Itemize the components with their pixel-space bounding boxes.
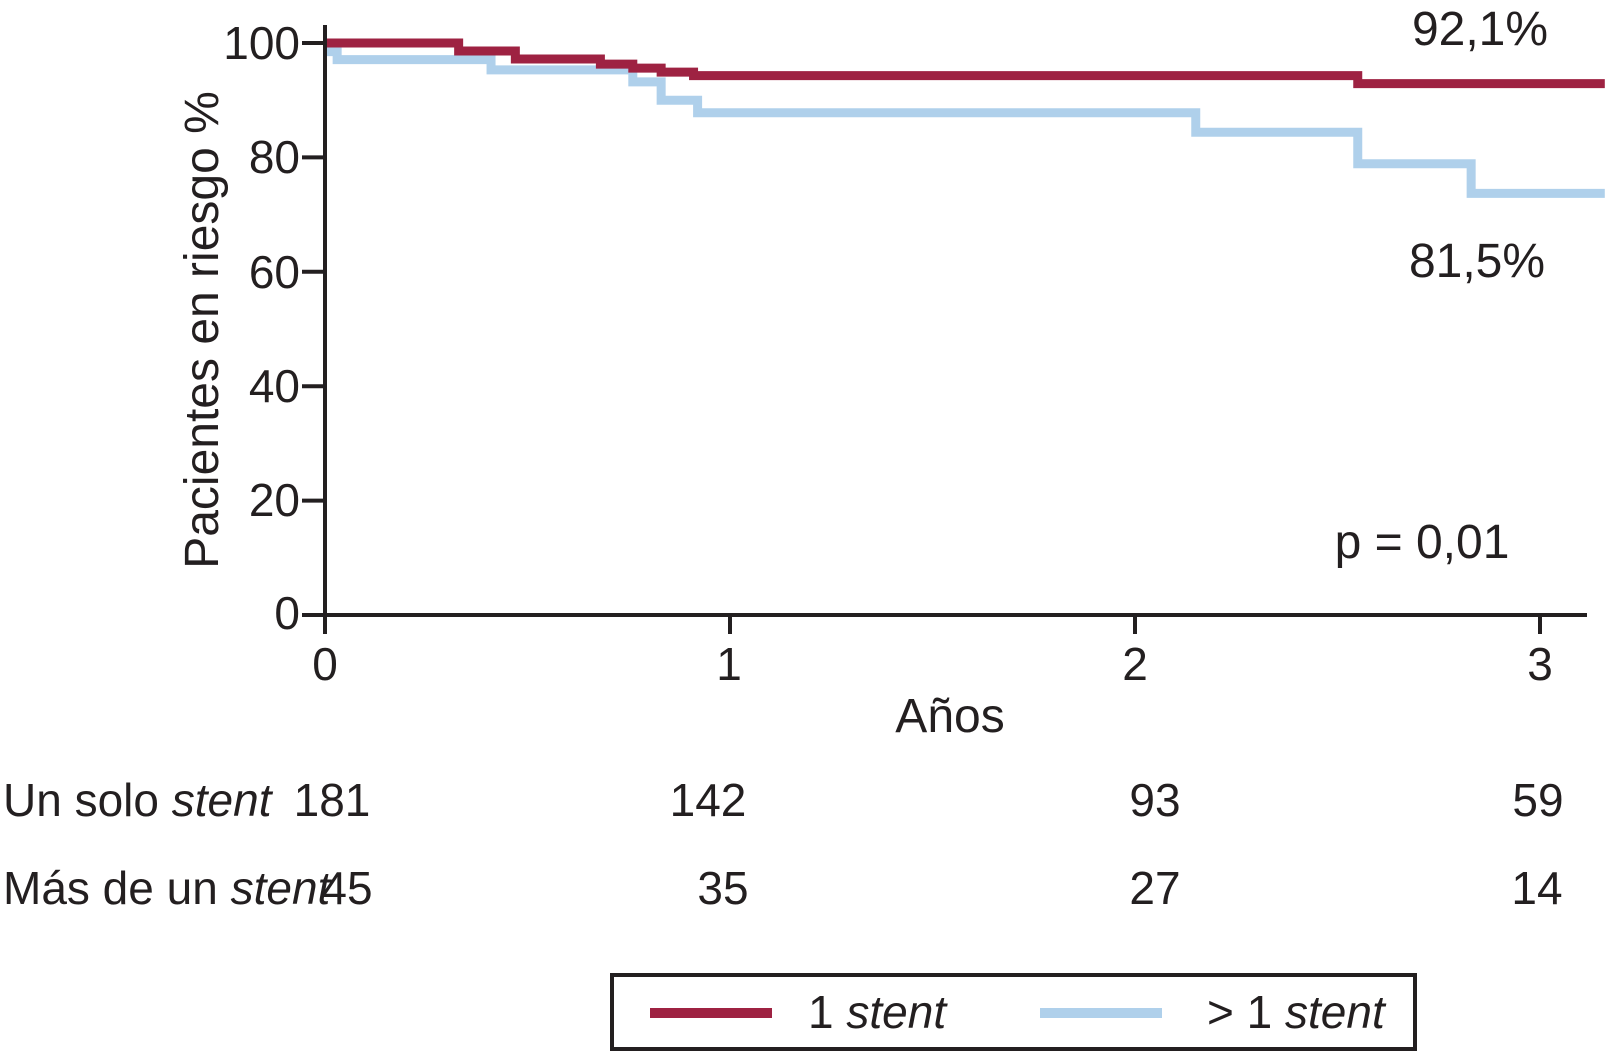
legend-1-stent-italic: stent [846,986,947,1038]
p-value-annotation: p = 0,01 [1334,516,1510,569]
legend-blue-line-swatch [1040,1008,1162,1018]
risk-row-1-label-italic: stent [171,774,272,826]
risk-row-2-count-3: 14 [1511,862,1563,914]
xtick-label-0: 0 [312,638,338,690]
xtick-label-1: 1 [716,638,742,690]
risk-row-1-label-text: Un solo [3,774,172,826]
x-axis-title: Años [895,690,1005,743]
legend-label-gt1-stent: > 1 stent [1207,987,1385,1037]
risk-row-2-label-italic: stent [230,862,331,914]
blue-curve-value-annotation: 81,5% [1408,235,1546,288]
ytick-label-60: 60 [248,246,300,298]
legend-gt1-stent-italic: stent [1285,986,1385,1038]
risk-row-2-label: Más de un stent [3,863,330,913]
risk-row-1-count-3: 59 [1512,774,1564,826]
risk-row-1-count-0: 181 [293,774,371,826]
risk-row-1-count-2: 93 [1129,774,1181,826]
risk-row-2-label-text: Más de un [3,862,231,914]
curve-1-stent [327,38,1605,89]
risk-row-2-count-2: 27 [1129,862,1181,914]
ytick-label-100: 100 [223,17,300,69]
xtick-label-2: 2 [1122,638,1148,690]
curve--1-stent [327,47,1605,198]
ytick-label-40: 40 [248,360,300,412]
legend-label-1-stent: 1 stent [808,987,946,1037]
legend-1-stent-prefix: 1 [808,986,847,1038]
risk-row-2-count-1: 35 [697,862,749,914]
legend-box: 1 stent > 1 stent [610,973,1417,1051]
ytick-label-20: 20 [248,474,300,526]
risk-row-1-count-1: 142 [669,774,747,826]
ytick-label-80: 80 [248,131,300,183]
risk-row-2-count-0: 45 [321,862,373,914]
xtick-label-3: 3 [1527,638,1553,690]
y-axis-title: Pacientes en riesgo % [176,91,229,569]
legend-gt1-stent-prefix: > 1 [1207,986,1286,1038]
legend-red-line-swatch [650,1008,772,1018]
red-curve-value-annotation: 92,1% [1411,3,1549,56]
ytick-label-0: 0 [274,587,300,639]
risk-row-1-label: Un solo stent [3,775,271,825]
